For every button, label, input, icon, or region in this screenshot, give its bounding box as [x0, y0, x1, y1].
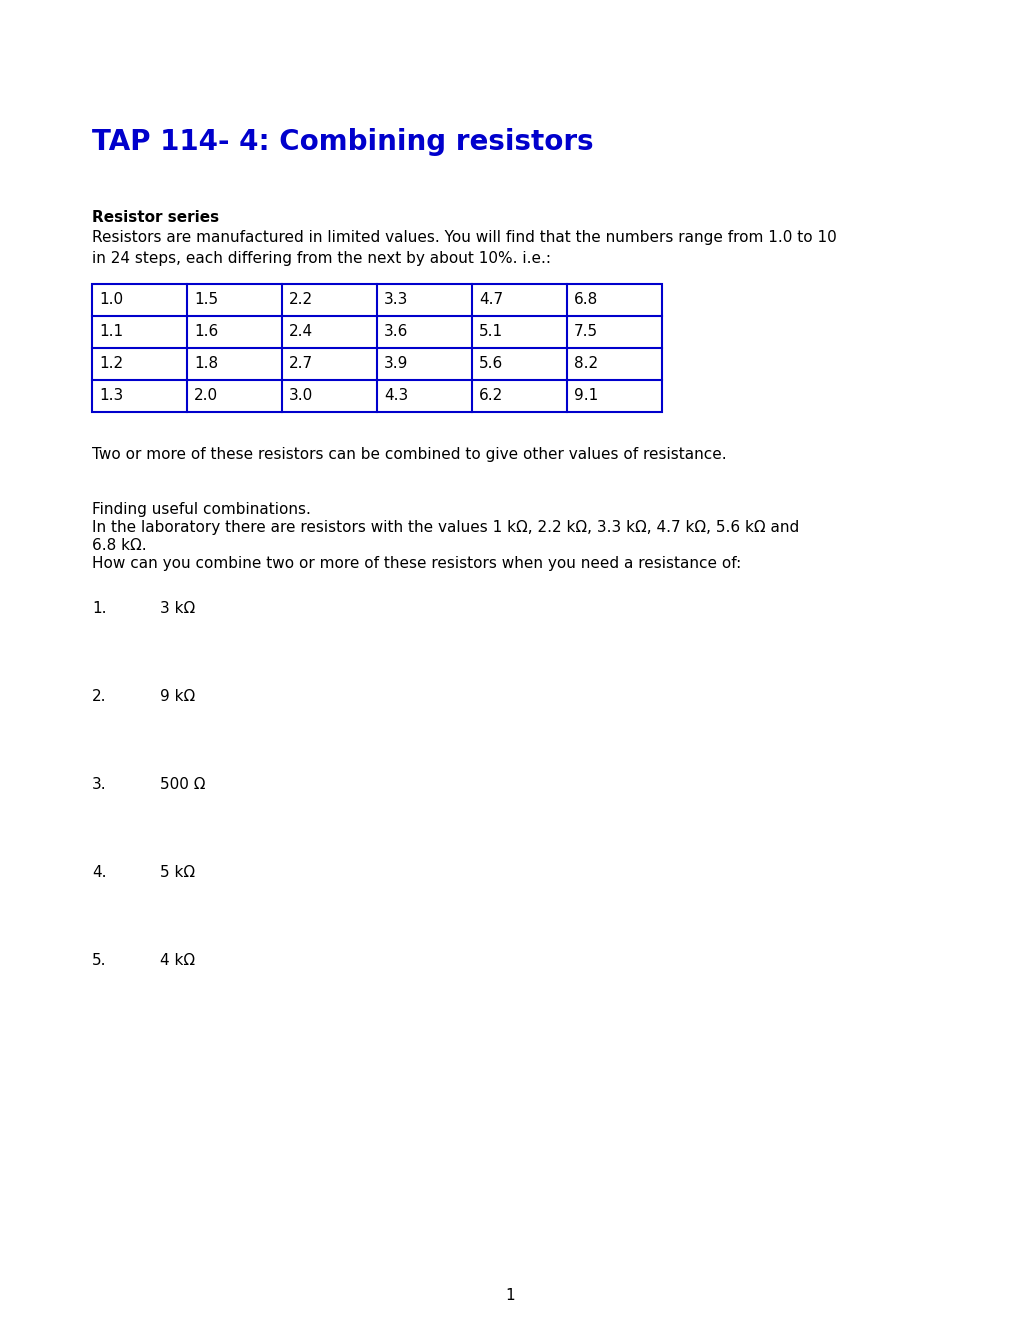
- Text: 5 kΩ: 5 kΩ: [160, 865, 195, 880]
- Text: 8.2: 8.2: [574, 356, 597, 371]
- Text: 1: 1: [504, 1288, 515, 1303]
- Text: 1.: 1.: [92, 601, 106, 616]
- Text: 2.0: 2.0: [194, 388, 218, 403]
- Text: How can you combine two or more of these resistors when you need a resistance of: How can you combine two or more of these…: [92, 556, 741, 572]
- Text: 500 Ω: 500 Ω: [160, 777, 205, 792]
- Text: Finding useful combinations.: Finding useful combinations.: [92, 502, 311, 517]
- Text: 3.0: 3.0: [288, 388, 313, 403]
- Text: 3.6: 3.6: [383, 323, 408, 339]
- Text: 2.7: 2.7: [288, 356, 313, 371]
- Text: 4.7: 4.7: [479, 292, 502, 308]
- Text: 6.2: 6.2: [479, 388, 502, 403]
- Text: Two or more of these resistors can be combined to give other values of resistanc: Two or more of these resistors can be co…: [92, 447, 726, 462]
- Text: 7.5: 7.5: [574, 323, 597, 339]
- Text: 5.1: 5.1: [479, 323, 502, 339]
- Text: 1.5: 1.5: [194, 292, 218, 308]
- Text: 4.: 4.: [92, 865, 106, 880]
- Bar: [92, 284, 661, 412]
- Text: 9 kΩ: 9 kΩ: [160, 689, 195, 704]
- Text: 3.3: 3.3: [383, 292, 408, 308]
- Text: 1.1: 1.1: [99, 323, 123, 339]
- Text: 3.9: 3.9: [383, 356, 408, 371]
- Text: 4 kΩ: 4 kΩ: [160, 953, 195, 968]
- Text: 5.: 5.: [92, 953, 106, 968]
- Text: 1.2: 1.2: [99, 356, 123, 371]
- Text: 3 kΩ: 3 kΩ: [160, 601, 195, 616]
- Text: 1.6: 1.6: [194, 323, 218, 339]
- Text: 2.4: 2.4: [288, 323, 313, 339]
- Text: 4.3: 4.3: [383, 388, 408, 403]
- Text: 6.8 kΩ.: 6.8 kΩ.: [92, 539, 147, 553]
- Text: Resistors are manufactured in limited values. You will find that the numbers ran: Resistors are manufactured in limited va…: [92, 230, 836, 267]
- Text: 5.6: 5.6: [479, 356, 502, 371]
- Text: In the laboratory there are resistors with the values 1 kΩ, 2.2 kΩ, 3.3 kΩ, 4.7 : In the laboratory there are resistors wi…: [92, 520, 799, 535]
- Text: 2.2: 2.2: [288, 292, 313, 308]
- Text: 3.: 3.: [92, 777, 107, 792]
- Text: 1.8: 1.8: [194, 356, 218, 371]
- Text: Resistor series: Resistor series: [92, 210, 219, 224]
- Text: 1.0: 1.0: [99, 292, 123, 308]
- Text: 1.3: 1.3: [99, 388, 123, 403]
- Text: 9.1: 9.1: [574, 388, 598, 403]
- Text: 6.8: 6.8: [574, 292, 598, 308]
- Text: 2.: 2.: [92, 689, 106, 704]
- Text: TAP 114- 4: Combining resistors: TAP 114- 4: Combining resistors: [92, 128, 593, 156]
